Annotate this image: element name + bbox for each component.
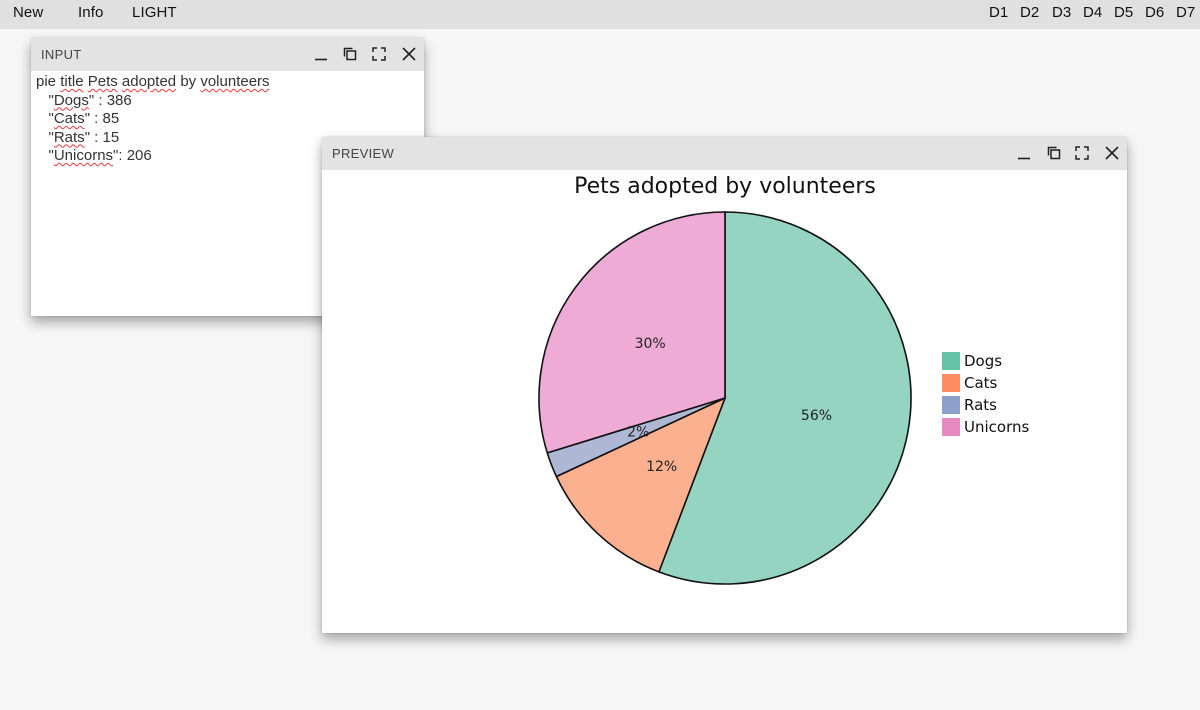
legend-swatch-unicorns [942,418,960,436]
code-line-1: pie title Pets adopted by volunteers [36,73,270,90]
menu-new[interactable]: New [13,4,44,21]
pie-chart: Pets adopted by volunteers 56% 12% 2% 30% D… [538,174,1029,585]
input-panel-title: INPUT [41,47,82,62]
copy-icon[interactable] [1046,145,1062,161]
menu-info[interactable]: Info [78,4,104,21]
diagram-tab-d6[interactable]: D6 [1145,4,1165,21]
copy-icon[interactable] [342,46,358,62]
chart-title: Pets adopted by volunteers [574,174,876,199]
legend-label-rats: Rats [964,396,997,414]
fullscreen-icon[interactable] [371,46,387,62]
close-icon[interactable] [401,46,417,62]
code-line-4: "Rats" : 15 [48,128,120,146]
fullscreen-icon[interactable] [1074,145,1090,161]
preview-panel-header[interactable]: PREVIEW [322,137,1127,170]
menu-theme-toggle[interactable]: LIGHT [132,4,177,21]
diagram-tab-d3[interactable]: D3 [1052,4,1072,21]
slice-label-dogs: 56% [801,408,832,424]
minimize-icon[interactable] [1016,145,1032,161]
pie-slice-dogs [657,211,912,585]
slice-label-rats: 2% [627,424,649,440]
mermaid-code-editor[interactable]: pie title Pets adopted by volunteers "Do… [36,73,419,166]
code-line-3: "Cats" : 85 [48,110,120,127]
legend-label-unicorns: Unicorns [964,418,1029,436]
preview-panel: PREVIEW Pets adopted by volunteers 56% 12… [322,137,1127,633]
code-line-5: "Unicorns": 206 [48,147,152,164]
minimize-icon[interactable] [313,46,329,62]
legend-label-dogs: Dogs [964,352,1002,370]
legend-swatch-rats [942,396,960,414]
close-icon[interactable] [1104,145,1120,161]
legend-label-cats: Cats [964,374,998,392]
pie-slice-cats [555,396,727,573]
diagram-tab-d5[interactable]: D5 [1114,4,1134,21]
diagram-tab-d4[interactable]: D4 [1083,4,1103,21]
diagram-tab-d1[interactable]: D1 [989,4,1009,21]
slice-label-unicorns: 30% [635,336,666,352]
diagram-tab-d2[interactable]: D2 [1020,4,1040,21]
legend-swatch-cats [942,374,960,392]
top-menu-bar: New Info LIGHT D1 D2 D3 D4 D5 D6 D7 [0,0,1200,29]
legend-swatch-dogs [942,352,960,370]
code-line-2: "Dogs" : 386 [48,91,132,109]
slice-label-cats: 12% [646,459,677,475]
input-panel-header[interactable]: INPUT [31,38,424,71]
pie-slice-unicorns [538,211,726,454]
preview-panel-title: PREVIEW [332,146,395,161]
diagram-tab-d7[interactable]: D7 [1176,4,1196,21]
